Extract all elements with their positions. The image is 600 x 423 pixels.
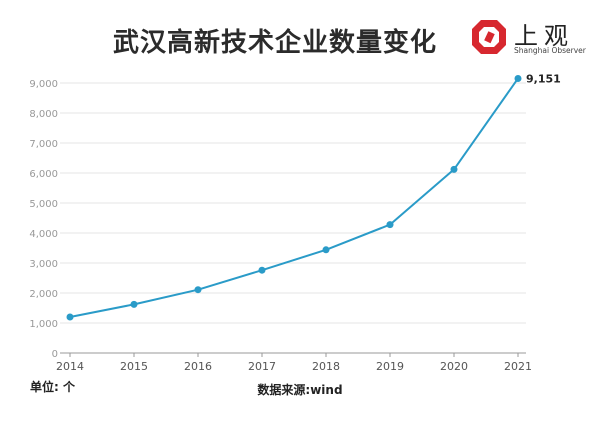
x-tick-label: 2014: [56, 360, 84, 373]
data-point: [450, 165, 458, 173]
logo-name: 上观: [514, 22, 574, 50]
data-label: 9,151: [526, 72, 561, 85]
y-tick-label: 6,000: [29, 169, 58, 180]
unit-label: 单位: 个: [30, 380, 75, 394]
data-point: [194, 286, 202, 294]
y-tick-label: 4,000: [29, 229, 58, 240]
x-tick-label: 2020: [440, 360, 468, 373]
x-tick-label: 2017: [248, 360, 276, 373]
data-point: [66, 313, 74, 321]
x-tick-label: 2018: [312, 360, 340, 373]
data-point: [258, 266, 266, 274]
data-point: [130, 300, 138, 308]
series-line: [69, 77, 519, 318]
x-tick-label: 2016: [184, 360, 212, 373]
data-point: [386, 221, 394, 229]
chart-title: 武汉高新技术企业数量变化: [112, 28, 437, 58]
logo-mark-icon: [472, 20, 506, 54]
x-tick-label: 2021: [504, 360, 532, 373]
y-tick-label: 8,000: [29, 109, 58, 120]
x-tick-label: 2019: [376, 360, 404, 373]
y-tick-label: 9,000: [29, 79, 58, 90]
y-tick-label: 7,000: [29, 139, 58, 150]
logo-subtitle: Shanghai Observer: [514, 46, 586, 55]
y-tick-label: 3,000: [29, 259, 58, 270]
y-tick-label: 1,000: [29, 319, 58, 330]
y-tick-label: 2,000: [29, 289, 58, 300]
x-tick-label: 2015: [120, 360, 148, 373]
data-point: [322, 246, 330, 254]
shanghai-observer-logo: 上观 Shanghai Observer: [470, 16, 595, 60]
data-point: [514, 74, 522, 82]
y-tick-label: 5,000: [29, 199, 58, 210]
source-label: 数据来源:wind: [257, 383, 343, 397]
y-tick-label: 0: [52, 349, 58, 360]
